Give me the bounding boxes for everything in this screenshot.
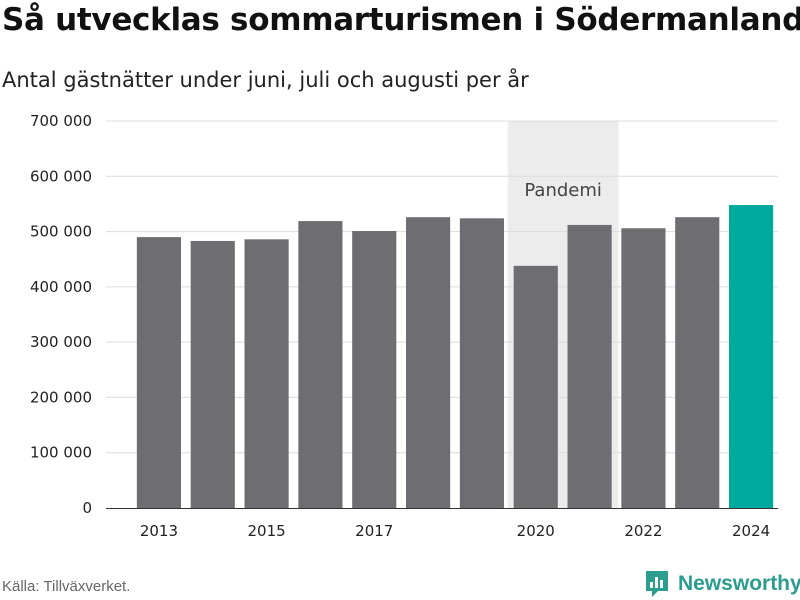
- bar-2019: [459, 218, 504, 508]
- bar-2018: [406, 217, 451, 508]
- bar-2013: [136, 237, 181, 508]
- y-tick-label: 600 000: [30, 167, 92, 185]
- bar-2017: [352, 231, 397, 509]
- x-tick-label: 2022: [624, 522, 662, 540]
- bar-chart-speech-bubble-icon: [646, 571, 668, 597]
- y-tick-label: 200 000: [30, 388, 92, 406]
- x-tick-label: 2017: [355, 522, 393, 540]
- x-tick-label: 2020: [517, 522, 555, 540]
- source-note: Källa: Tillväxverket.: [2, 578, 131, 595]
- chart-title: Så utvecklas sommarturismen i Södermanla…: [2, 2, 800, 38]
- x-tick-label: 2013: [140, 522, 178, 540]
- y-tick-label: 700 000: [30, 112, 92, 130]
- bar-2021: [567, 224, 612, 509]
- bar-2023: [675, 217, 720, 508]
- brand-logo: Newsworthy: [644, 569, 800, 599]
- bars: [136, 205, 774, 509]
- y-tick-label: 300 000: [30, 333, 92, 351]
- y-tick-label: 100 000: [30, 444, 92, 462]
- y-tick-label: 0: [82, 499, 92, 517]
- bar-2014: [190, 240, 235, 508]
- brand-name: Newsworthy: [678, 572, 800, 595]
- pandemic-label: Pandemi: [524, 180, 602, 201]
- chart-subtitle: Antal gästnätter under juni, juli och au…: [2, 68, 529, 92]
- axes: 2013 2015 2017 2020 2022 2024: [106, 508, 778, 540]
- x-tick-label: 2024: [732, 522, 770, 540]
- bar-2016: [298, 221, 343, 508]
- bar-2020: [513, 265, 558, 508]
- bar-2015: [244, 239, 289, 508]
- bar-2024: [729, 205, 774, 508]
- y-tick-label: 500 000: [30, 223, 92, 241]
- x-tick-label: 2015: [247, 522, 285, 540]
- bar-2022: [621, 228, 666, 509]
- y-tick-label: 400 000: [30, 278, 92, 296]
